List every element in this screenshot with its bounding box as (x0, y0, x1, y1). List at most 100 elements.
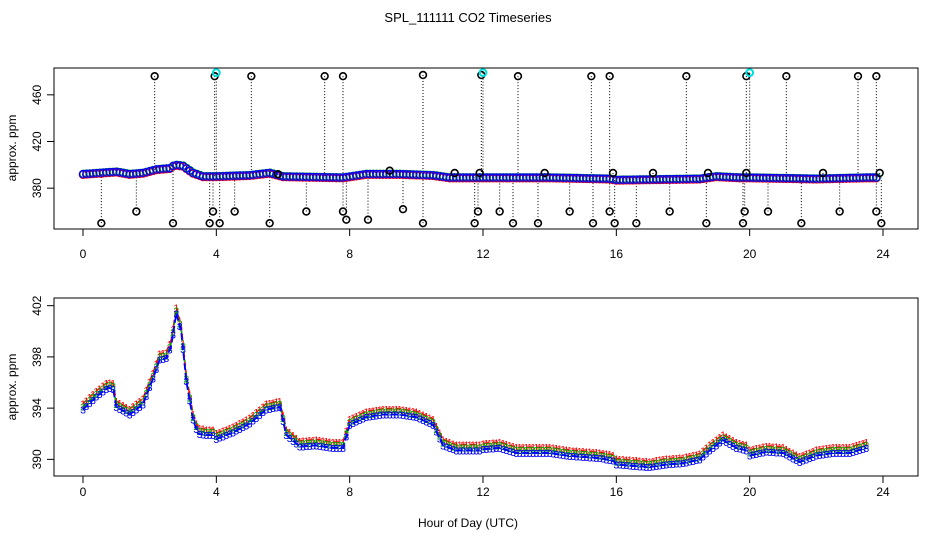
series-2-point-label: 2 (710, 440, 716, 452)
series-3-point-label: 3 (263, 404, 269, 416)
series-2-point-label: 2 (270, 400, 276, 412)
series-1-point-label: 1 (557, 444, 563, 456)
series-3-point-label: 3 (190, 415, 196, 427)
series-2-point-label: 2 (133, 402, 139, 414)
series-1-point-label: 1 (580, 446, 586, 458)
series-2-point-label: 2 (727, 436, 733, 448)
series-2-point-label: 2 (623, 457, 629, 469)
series-1-point-label: 1 (487, 438, 493, 450)
series-1-point-label: 1 (267, 398, 273, 410)
series-2-point-label: 2 (87, 395, 93, 407)
series-2-point-label: 2 (100, 384, 106, 396)
series-2-point-label: 2 (713, 437, 719, 449)
series-2-point-label: 2 (457, 443, 463, 455)
series-2-point-label: 2 (800, 453, 806, 465)
series-2-point-label: 2 (610, 453, 616, 465)
series-2-point-label: 2 (763, 444, 769, 456)
series-1-point-label: 1 (680, 452, 686, 464)
series-1-point-label: 1 (157, 349, 163, 361)
series-3-line (82, 313, 215, 436)
spike-low-point (495, 207, 504, 216)
series-1-point-label: 1 (217, 427, 223, 439)
series-2-point-label: 2 (777, 445, 783, 457)
series-3-point-label: 3 (767, 447, 773, 459)
series-3-point-label: 3 (310, 441, 316, 453)
series-3-point-label: 3 (517, 448, 523, 460)
series-3-point-label: 3 (853, 446, 859, 458)
series-1-point-label: 1 (647, 456, 653, 468)
series-1-point-label: 1 (770, 441, 776, 453)
series-2-point-label: 2 (833, 445, 839, 457)
series-3-point-label: 3 (763, 447, 769, 459)
series-3-point-label: 3 (857, 445, 863, 457)
series-1-point-label: 1 (663, 454, 669, 466)
series-3-point-label: 3 (397, 410, 403, 422)
series-1-point-label: 1 (837, 442, 843, 454)
series-3-point-label: 3 (107, 383, 113, 395)
series-3-point-label: 3 (240, 422, 246, 434)
series-1-point-label: 1 (653, 455, 659, 467)
series-3-point-label: 3 (863, 443, 869, 455)
series-3-point-label: 3 (340, 443, 346, 455)
spike-low-point (740, 207, 749, 216)
series-3-point-label: 3 (510, 447, 516, 459)
series-3-point-label: 3 (700, 451, 706, 463)
series-3-point-label: 3 (787, 452, 793, 464)
spike-high-point (782, 71, 791, 81)
top-plot-frame (53, 67, 919, 230)
series-2-point-label: 2 (400, 407, 406, 419)
series-1-point-label: 1 (213, 428, 219, 440)
series-2-point-label: 2 (863, 440, 869, 452)
series-1-point-label: 1 (857, 439, 863, 451)
series-3-point-label: 3 (170, 330, 176, 342)
series-3-point-label: 3 (410, 412, 416, 424)
series-3-point-label: 3 (790, 453, 796, 465)
series-2-point-label: 2 (93, 389, 99, 401)
series-1-point-label: 1 (257, 404, 263, 416)
series-3-point-label: 3 (213, 434, 219, 446)
series-2-point-label: 2 (467, 443, 473, 455)
top-x-tick-label: 16 (610, 247, 624, 261)
series-2-point-label: 2 (837, 445, 843, 457)
series-3-point-label: 3 (303, 441, 309, 453)
series-3-point-label: 3 (260, 407, 266, 419)
series-3-point-label: 3 (113, 402, 119, 414)
series-3-point-label: 3 (280, 416, 286, 428)
series-1-point-label: 1 (740, 439, 746, 451)
series-2-point-label: 2 (90, 392, 96, 404)
series-1-point-label: 1 (450, 438, 456, 450)
series-3-point-label: 3 (597, 453, 603, 465)
series-1-point-label: 1 (743, 440, 749, 452)
series-1-point-label: 1 (113, 396, 119, 408)
series-3-point-label: 3 (480, 444, 486, 456)
series-1-point-label: 1 (87, 392, 93, 404)
series-2-point-label: 2 (200, 427, 206, 439)
series-1-point-label: 1 (423, 411, 429, 423)
series-2-point-label: 2 (357, 412, 363, 424)
series-1-point-label: 1 (507, 440, 513, 452)
bottom-panel: 1111111111111111111111111111111111111111… (5, 295, 919, 530)
spike-low-point (540, 168, 549, 178)
series-1-point-label: 1 (847, 442, 853, 454)
series-1-point-label: 1 (490, 438, 496, 450)
series-3-point-label: 3 (563, 451, 569, 463)
series-2-point-label: 2 (847, 445, 853, 457)
series-3-point-label: 3 (740, 445, 746, 457)
series-2-point-label: 2 (680, 455, 686, 467)
series-3-point-label: 3 (200, 430, 206, 442)
series-3-point-label: 3 (150, 374, 156, 386)
series-1-point-label: 1 (797, 451, 803, 463)
series-1-point-label: 1 (853, 440, 859, 452)
series-1-point-label: 1 (250, 410, 256, 422)
series-2-point-label: 2 (683, 455, 689, 467)
series-2-point-label: 2 (703, 446, 709, 458)
series-3-point-label: 3 (530, 448, 536, 460)
series-3-point-label: 3 (193, 424, 199, 436)
series-1-point-label: 1 (593, 447, 599, 459)
series-3-point-label: 3 (187, 395, 193, 407)
series-2-point-label: 2 (427, 415, 433, 427)
series-1-point-label: 1 (633, 455, 639, 467)
series-3-point-label: 3 (83, 401, 89, 413)
series-2-point-label: 2 (360, 411, 366, 423)
series-2-point-label: 2 (583, 449, 589, 461)
